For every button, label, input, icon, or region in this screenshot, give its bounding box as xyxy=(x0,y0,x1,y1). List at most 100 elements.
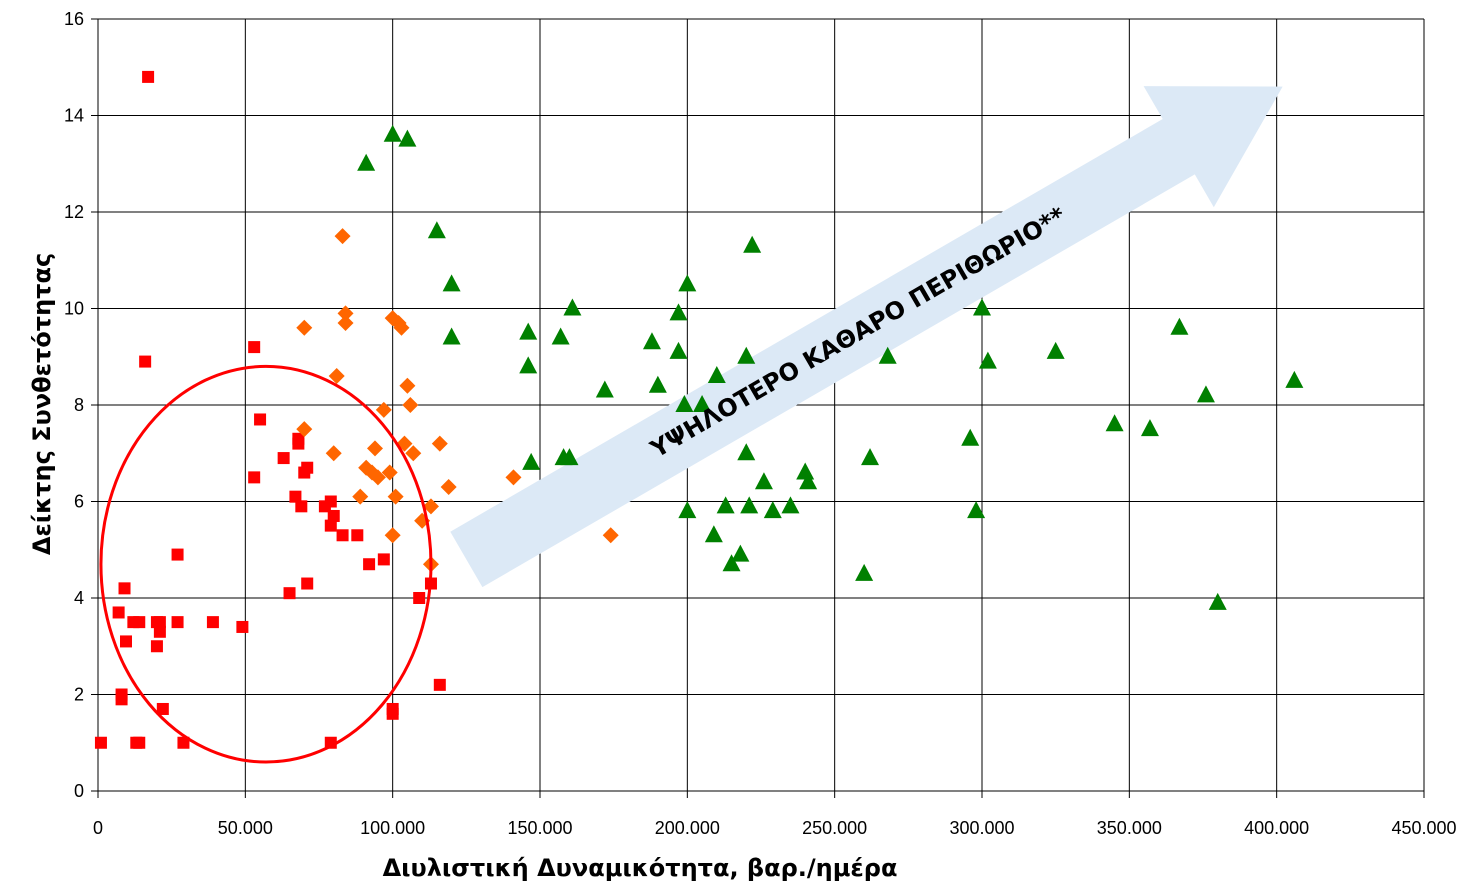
data-point-diamond xyxy=(387,488,404,505)
data-point-square xyxy=(248,471,261,484)
data-point-triangle xyxy=(740,496,759,514)
data-point-diamond xyxy=(422,498,439,515)
data-point-triangle xyxy=(861,448,880,466)
data-point-triangle xyxy=(878,346,897,364)
data-point-diamond xyxy=(405,445,422,462)
data-point-triangle xyxy=(1140,419,1159,437)
y-tick-label: 12 xyxy=(64,202,84,222)
data-point-diamond xyxy=(369,469,386,486)
data-point-diamond xyxy=(393,319,410,336)
data-point-triangle xyxy=(754,472,773,490)
data-point-triangle xyxy=(961,428,980,446)
data-point-square xyxy=(177,736,190,749)
data-point-diamond xyxy=(602,527,619,544)
data-point-triangle xyxy=(722,554,741,572)
data-point-square xyxy=(139,355,152,368)
data-point-triangle xyxy=(716,496,735,514)
x-tick-label: 100.000 xyxy=(360,818,425,838)
data-point-square xyxy=(336,529,349,542)
data-point-square xyxy=(351,529,364,542)
data-point-triangle xyxy=(781,496,800,514)
data-point-triangle xyxy=(442,327,461,345)
data-point-square xyxy=(153,616,166,629)
data-point-triangle xyxy=(1208,592,1227,610)
data-point-triangle xyxy=(855,563,874,581)
data-point-square xyxy=(301,461,314,474)
data-point-triangle xyxy=(669,303,688,321)
data-point-triangle xyxy=(704,525,723,543)
x-tick-label: 0 xyxy=(93,818,103,838)
data-point-square xyxy=(277,452,290,465)
data-point-triangle xyxy=(669,341,688,359)
data-point-square xyxy=(150,640,163,653)
data-point-diamond xyxy=(337,305,354,322)
data-point-square xyxy=(206,616,219,629)
data-point-diamond xyxy=(296,319,313,336)
y-tick-label: 6 xyxy=(74,492,84,512)
tick-labels: 0 50.000 100.000 150.000 200.000 250.000 300.0… xyxy=(64,9,1457,838)
data-point-diamond xyxy=(381,464,398,481)
data-point-triangle xyxy=(519,322,538,340)
data-points xyxy=(94,70,1304,749)
x-tick-label: 300.000 xyxy=(949,818,1014,838)
data-point-triangle xyxy=(519,356,538,374)
data-point-square xyxy=(236,620,249,633)
arrow-annotation-text: ΥΨΗΛΟΤΕΡΟ ΚΑΘΑΡΟ ΠΕΡΙΘΩΡΙΟ** xyxy=(645,201,1071,464)
x-tick-label: 200.000 xyxy=(655,818,720,838)
highlight-ellipse xyxy=(99,364,433,764)
data-point-triangle xyxy=(743,235,762,253)
data-point-triangle xyxy=(522,452,541,470)
data-point-square xyxy=(289,490,302,503)
x-tick-label: 250.000 xyxy=(802,818,867,838)
data-point-triangle xyxy=(551,327,570,345)
data-point-square xyxy=(115,693,128,706)
data-point-square xyxy=(133,736,146,749)
y-tick-label: 16 xyxy=(64,9,84,29)
data-point-square xyxy=(433,678,446,691)
y-tick-label: 2 xyxy=(74,685,84,705)
y-tick-label: 0 xyxy=(74,781,84,801)
data-point-square xyxy=(377,553,390,566)
data-point-triangle xyxy=(1170,317,1189,335)
data-point-triangle xyxy=(796,462,815,480)
data-point-triangle xyxy=(707,366,726,384)
data-point-square xyxy=(153,625,166,638)
data-point-square xyxy=(248,341,261,354)
data-point-square xyxy=(324,495,337,508)
data-point-diamond xyxy=(375,401,392,418)
grid-lines xyxy=(91,18,1425,798)
data-point-triangle xyxy=(731,544,750,562)
annotation-layer-back xyxy=(450,86,1283,588)
y-tick-label: 10 xyxy=(64,299,84,319)
x-tick-label: 450.000 xyxy=(1391,818,1456,838)
data-point-square xyxy=(363,558,376,571)
data-point-diamond xyxy=(440,479,457,496)
data-point-triangle xyxy=(799,472,818,490)
data-point-square xyxy=(386,707,399,720)
data-point-triangle xyxy=(427,221,446,239)
data-point-square xyxy=(133,616,146,629)
data-point-triangle xyxy=(737,443,756,461)
data-point-triangle xyxy=(978,351,997,369)
x-tick-label: 150.000 xyxy=(507,818,572,838)
data-point-square xyxy=(295,500,308,513)
data-point-triangle xyxy=(678,274,697,292)
data-point-square xyxy=(283,587,296,600)
data-point-triangle xyxy=(763,501,782,519)
data-point-diamond xyxy=(431,435,448,452)
data-point-triangle xyxy=(383,124,402,142)
y-tick-label: 8 xyxy=(74,395,84,415)
y-axis-title: Δείκτης Συνθετότητας xyxy=(28,253,56,555)
data-point-triangle xyxy=(967,501,986,519)
data-point-square xyxy=(156,702,169,715)
data-point-triangle xyxy=(1196,385,1215,403)
data-point-triangle xyxy=(648,375,667,393)
data-point-square xyxy=(301,577,314,590)
data-point-triangle xyxy=(1105,414,1124,432)
x-axis-title: Διυλιστική Δυναμικότητα, βαρ./ημέρα xyxy=(383,854,898,882)
y-tick-label: 14 xyxy=(64,106,84,126)
data-point-triangle xyxy=(398,129,417,147)
data-point-diamond xyxy=(328,368,345,385)
data-point-square xyxy=(142,70,155,83)
